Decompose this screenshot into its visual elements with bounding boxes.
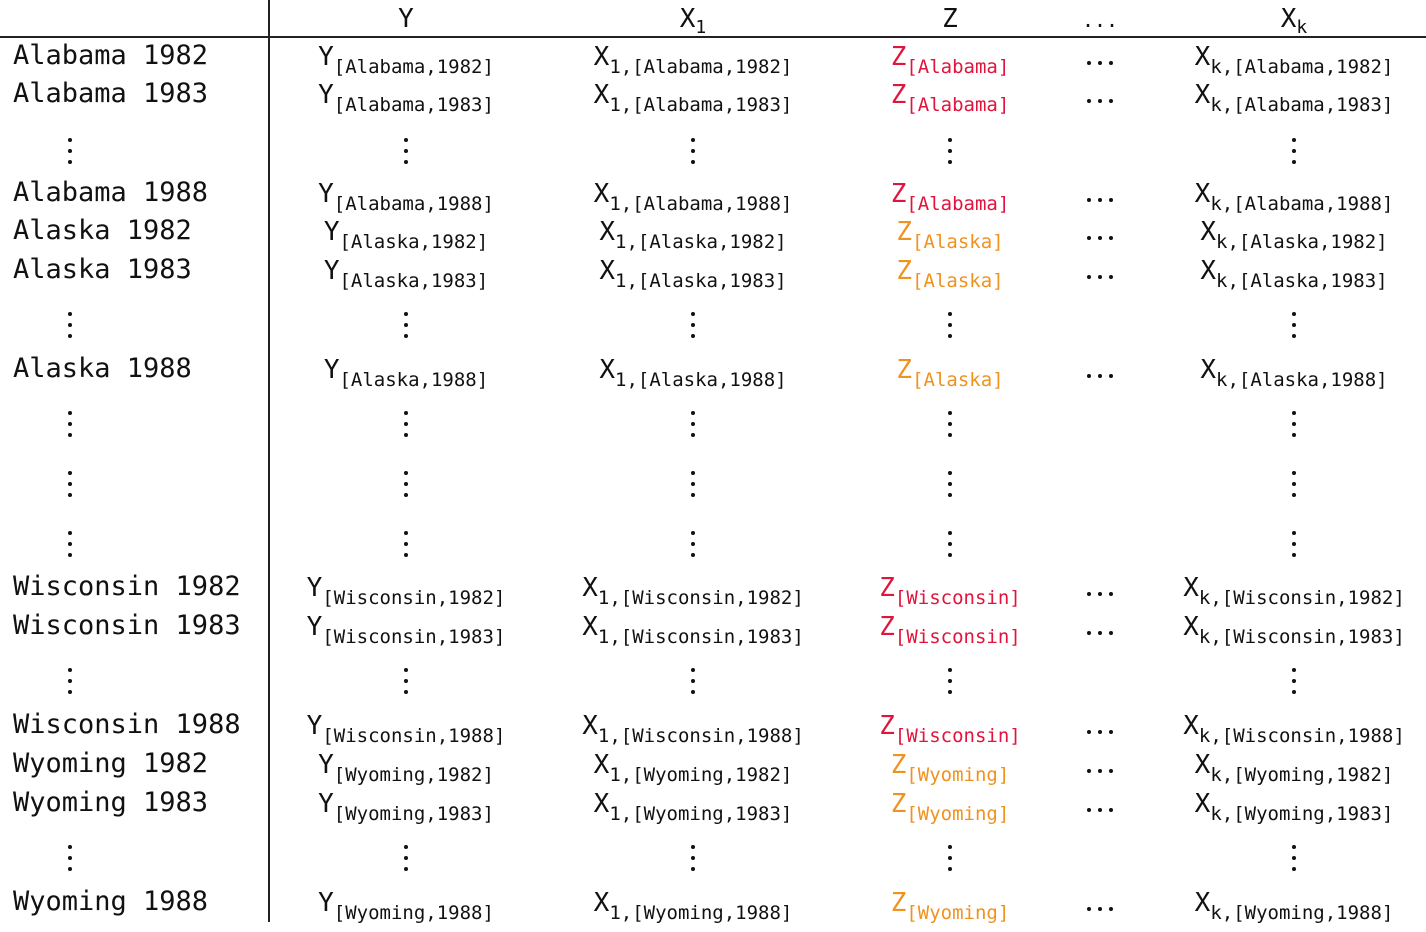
cell-x1: X1,[Wyoming,1988] [593,888,793,924]
cell-x1: X1,[Alaska,1982] [599,217,787,253]
ellipsis-horizontal-icon [1083,631,1117,637]
vertical-divider [268,0,270,922]
cell-z: Z[Wisconsin] [879,612,1021,648]
cell-xk: Xk,[Alabama,1983] [1194,80,1394,116]
ellipsis-horizontal-icon [1083,61,1117,67]
cell-x1: X1,[Wyoming,1982] [593,750,793,786]
cell-y: Y[Wisconsin,1988] [306,711,506,747]
cell-z: Z[Alaska] [896,256,1004,292]
header-ellipsis: ... [1081,8,1119,32]
cell-y: Y[Wyoming,1988] [318,888,494,924]
cell-xk: Xk,[Alaska,1983] [1200,256,1388,292]
cell-xk: Xk,[Wyoming,1988] [1194,888,1394,924]
ellipsis-horizontal-icon [1083,236,1117,242]
header-y: Y [398,4,414,34]
ellipsis-horizontal-icon [1083,907,1117,913]
cell-y: Y[Alaska,1982] [323,217,489,253]
row-label: Alaska 1988 [13,353,192,384]
row-label: Alaska 1982 [13,215,192,246]
cell-x1: X1,[Wyoming,1983] [593,789,793,825]
cell-z: Z[Wisconsin] [879,573,1021,609]
header-xk: Xk [1280,4,1308,38]
ellipsis-horizontal-icon [1083,99,1117,105]
ellipsis-horizontal-icon [1083,198,1117,204]
cell-xk: Xk,[Alabama,1982] [1194,42,1394,78]
cell-x1: X1,[Wisconsin,1982] [582,573,804,609]
cell-y: Y[Alaska,1988] [323,355,489,391]
cell-y: Y[Alabama,1982] [318,42,494,78]
cell-z: Z[Alabama] [890,80,1010,116]
cell-z: Z[Wyoming] [890,750,1010,786]
ellipsis-horizontal-icon [1083,592,1117,598]
ellipsis-horizontal-icon [1083,808,1117,814]
cell-y: Y[Wyoming,1982] [318,750,494,786]
header-divider [0,36,1426,38]
cell-y: Y[Wisconsin,1983] [306,612,506,648]
cell-x1: X1,[Alaska,1983] [599,256,787,292]
cell-z: Z[Alaska] [896,217,1004,253]
cell-z: Z[Wyoming] [890,888,1010,924]
cell-x1: X1,[Alabama,1988] [593,179,793,215]
cell-xk: Xk,[Alaska,1982] [1200,217,1388,253]
ellipsis-horizontal-icon [1083,769,1117,775]
row-label: Wyoming 1983 [13,787,209,818]
cell-z: Z[Alaska] [896,355,1004,391]
cell-xk: Xk,[Alaska,1988] [1200,355,1388,391]
cell-y: Y[Alabama,1988] [318,179,494,215]
cell-z: Z[Alabama] [890,179,1010,215]
cell-x1: X1,[Wisconsin,1983] [582,612,804,648]
cell-z: Z[Wisconsin] [879,711,1021,747]
cell-x1: X1,[Alabama,1983] [593,80,793,116]
cell-x1: X1,[Wisconsin,1988] [582,711,804,747]
cell-x1: X1,[Alaska,1988] [599,355,787,391]
cell-xk: Xk,[Wyoming,1983] [1194,789,1394,825]
ellipsis-horizontal-icon [1083,730,1117,736]
cell-xk: Xk,[Wisconsin,1988] [1183,711,1405,747]
cell-xk: Xk,[Wisconsin,1983] [1183,612,1405,648]
cell-y: Y[Alaska,1983] [323,256,489,292]
ellipsis-horizontal-icon [1083,275,1117,281]
row-label: Alabama 1988 [13,177,209,208]
cell-z: Z[Alabama] [890,42,1010,78]
row-label: Wyoming 1988 [13,886,209,917]
row-label: Wisconsin 1982 [13,571,241,602]
cell-x1: X1,[Alabama,1982] [593,42,793,78]
row-label: Wisconsin 1983 [13,610,241,641]
cell-xk: Xk,[Wisconsin,1982] [1183,573,1405,609]
cell-z: Z[Wyoming] [890,789,1010,825]
cell-y: Y[Alabama,1983] [318,80,494,116]
cell-y: Y[Wyoming,1983] [318,789,494,825]
row-label: Wisconsin 1988 [13,709,241,740]
row-label: Alabama 1983 [13,78,209,109]
ellipsis-horizontal-icon [1083,374,1117,380]
cell-y: Y[Wisconsin,1982] [306,573,506,609]
row-label: Alaska 1983 [13,254,192,285]
row-label: Wyoming 1982 [13,748,209,779]
header-x1: X1 [679,4,707,38]
header-z: Z [942,4,958,34]
cell-xk: Xk,[Alabama,1988] [1194,179,1394,215]
row-label: Alabama 1982 [13,40,209,71]
cell-xk: Xk,[Wyoming,1982] [1194,750,1394,786]
